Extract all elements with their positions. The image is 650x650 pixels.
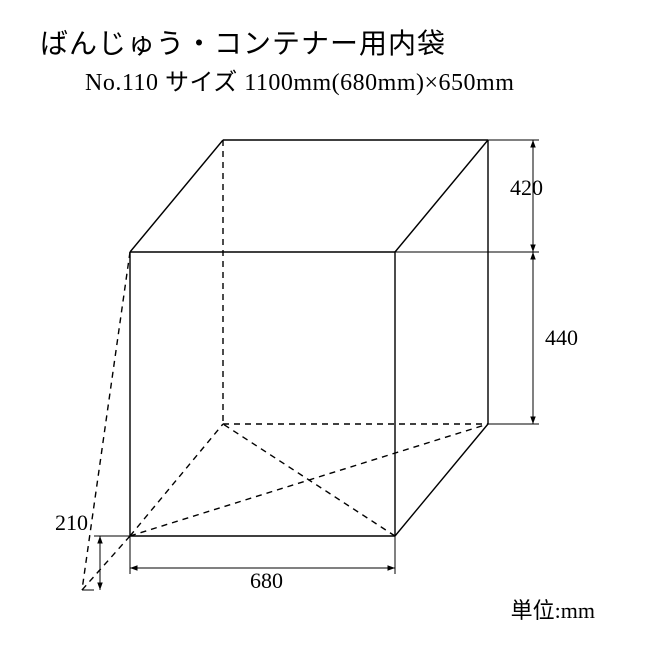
technical-diagram: 420 440 680 210 <box>0 0 650 650</box>
dim-depth: 420 <box>510 175 543 200</box>
dim-width: 680 <box>250 568 283 593</box>
dim-height: 440 <box>545 325 578 350</box>
dim-flap: 210 <box>55 510 88 535</box>
